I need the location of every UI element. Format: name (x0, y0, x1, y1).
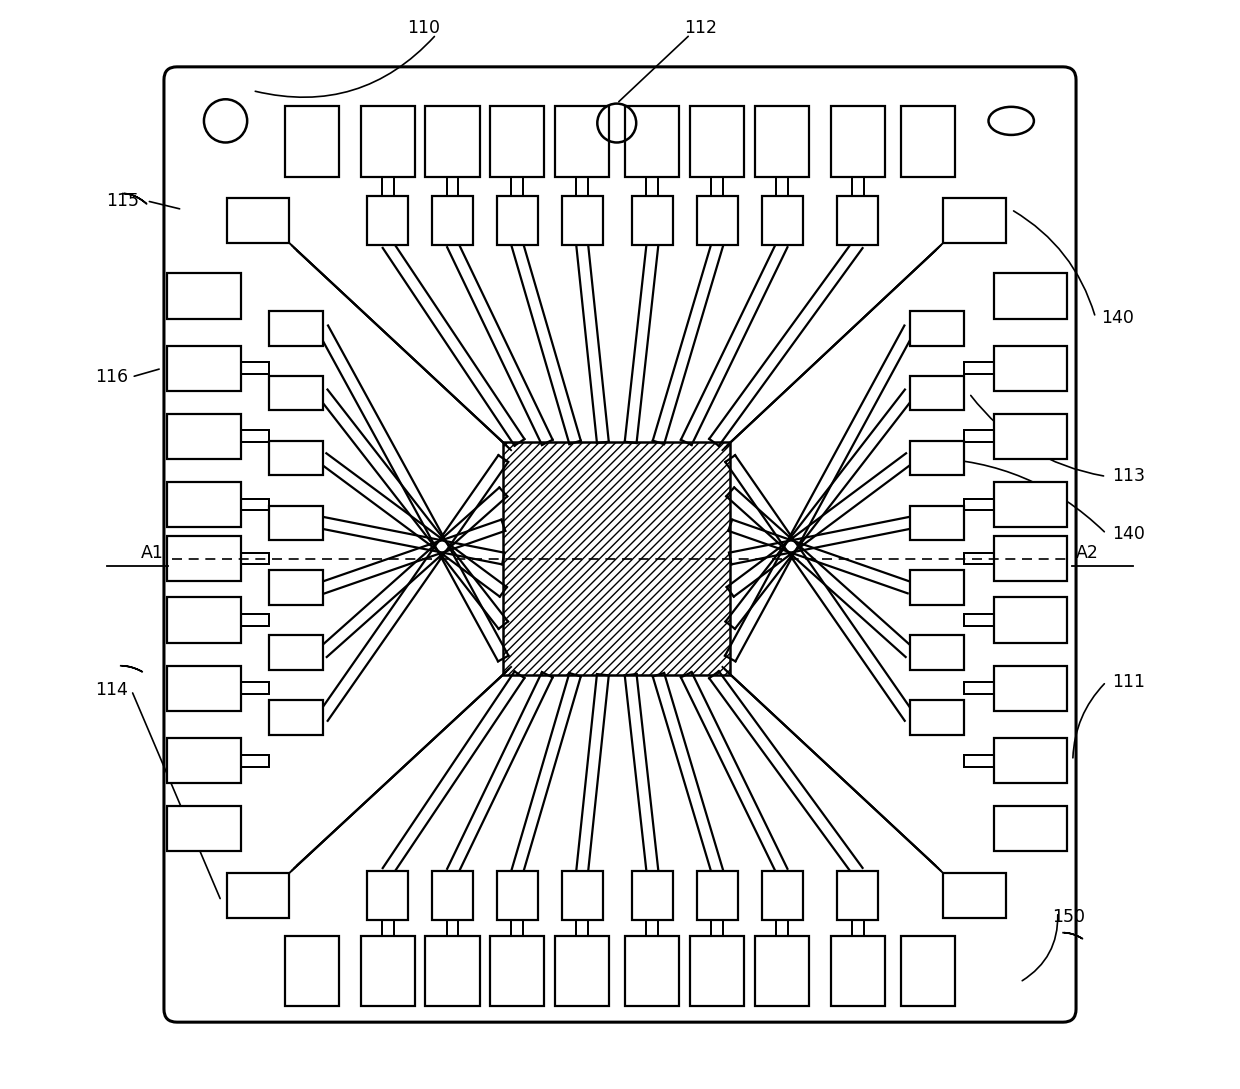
Bar (994, 738, 1068, 783)
Bar (944, 873, 1006, 918)
Bar (556, 107, 609, 176)
Bar (994, 273, 1068, 319)
Text: A1: A1 (141, 544, 164, 562)
Bar (425, 937, 480, 1006)
Bar (994, 598, 1068, 643)
Text: 114: 114 (95, 682, 128, 699)
Bar (269, 635, 322, 670)
Text: 113: 113 (1112, 467, 1145, 486)
Bar (227, 197, 289, 243)
Bar (994, 414, 1068, 460)
Bar (367, 196, 408, 245)
Bar (910, 376, 963, 411)
Bar (269, 376, 322, 411)
Bar (901, 107, 955, 176)
Bar (167, 738, 241, 783)
Bar (432, 196, 472, 245)
FancyBboxPatch shape (164, 66, 1076, 1023)
Bar (994, 536, 1068, 582)
Bar (761, 196, 802, 245)
Text: 112: 112 (684, 19, 718, 37)
Bar (944, 197, 1006, 243)
Bar (167, 273, 241, 319)
Bar (167, 536, 241, 582)
Bar (755, 107, 810, 176)
Bar (269, 441, 322, 475)
Bar (556, 937, 609, 1006)
Text: 140: 140 (1101, 308, 1133, 327)
Bar (167, 665, 241, 711)
Bar (167, 414, 241, 460)
Bar (269, 311, 322, 345)
Bar (901, 937, 955, 1006)
Bar (910, 635, 963, 670)
Bar (910, 505, 963, 540)
Bar (994, 806, 1068, 852)
Text: 116: 116 (95, 368, 128, 386)
Bar (910, 311, 963, 345)
Bar (497, 871, 538, 920)
Bar (432, 871, 472, 920)
Bar (367, 871, 408, 920)
Bar (562, 871, 603, 920)
Bar (425, 107, 480, 176)
Bar (837, 196, 878, 245)
Bar (910, 700, 963, 735)
Bar (697, 871, 738, 920)
Bar (625, 107, 680, 176)
Text: 111: 111 (1112, 673, 1145, 690)
Bar (562, 196, 603, 245)
Bar (269, 571, 322, 605)
Bar (910, 571, 963, 605)
Bar (910, 441, 963, 475)
Bar (361, 937, 414, 1006)
Text: 115: 115 (107, 192, 139, 210)
Bar (167, 806, 241, 852)
Bar (697, 196, 738, 245)
Bar (632, 196, 673, 245)
Bar (490, 107, 544, 176)
Bar (167, 345, 241, 391)
Bar (167, 481, 241, 527)
Bar (490, 937, 544, 1006)
Bar (361, 107, 414, 176)
Bar (691, 107, 744, 176)
Bar (227, 873, 289, 918)
Text: 140: 140 (1112, 525, 1145, 542)
Text: 150: 150 (1053, 908, 1085, 927)
Bar (831, 107, 885, 176)
Bar (503, 442, 730, 675)
Bar (167, 598, 241, 643)
Bar (269, 505, 322, 540)
Bar (831, 937, 885, 1006)
Bar (632, 871, 673, 920)
Bar (285, 937, 339, 1006)
Bar (994, 345, 1068, 391)
Bar (625, 937, 680, 1006)
Bar (755, 937, 810, 1006)
Bar (285, 107, 339, 176)
Bar (691, 937, 744, 1006)
Bar (994, 481, 1068, 527)
Bar (761, 871, 802, 920)
Bar (837, 871, 878, 920)
Text: 110: 110 (407, 19, 440, 37)
Bar (994, 665, 1068, 711)
Bar (269, 700, 322, 735)
Text: A2: A2 (1076, 544, 1099, 562)
Bar (497, 196, 538, 245)
